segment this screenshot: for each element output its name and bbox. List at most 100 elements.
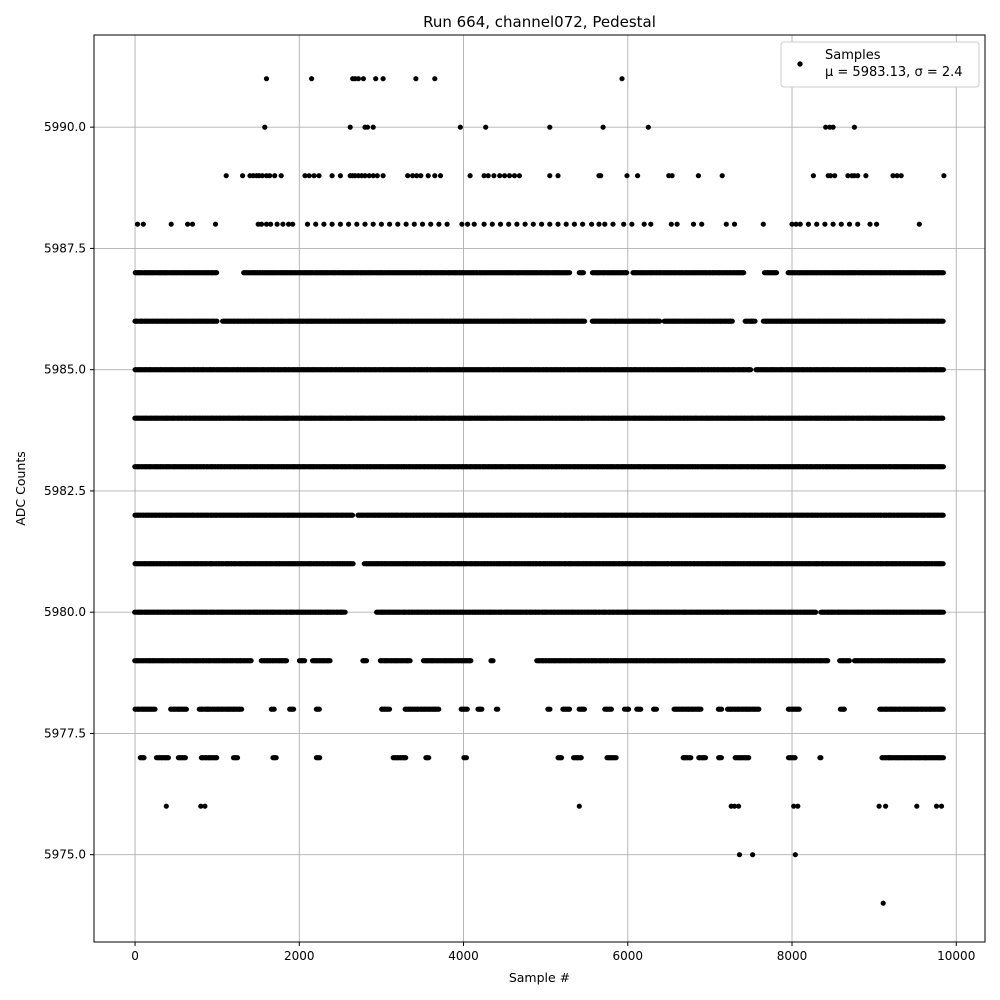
- data-point: [789, 221, 795, 227]
- data-point: [729, 318, 735, 324]
- data-point: [485, 173, 491, 179]
- data-point: [346, 221, 352, 227]
- data-point: [280, 221, 286, 227]
- data-point: [373, 76, 379, 82]
- data-point: [828, 173, 834, 179]
- data-point: [563, 221, 569, 227]
- data-point: [668, 221, 674, 227]
- data-point: [516, 173, 523, 179]
- data-point: [354, 221, 360, 227]
- data-point: [502, 173, 508, 179]
- data-point: [830, 124, 836, 130]
- data-point: [214, 318, 220, 324]
- data-point: [465, 221, 471, 227]
- data-point: [481, 221, 487, 227]
- data-point: [838, 221, 844, 227]
- data-point: [262, 124, 268, 130]
- data-point: [259, 173, 265, 179]
- data-point: [419, 221, 426, 227]
- data-point: [459, 221, 465, 227]
- data-point: [674, 221, 680, 227]
- data-point: [405, 173, 411, 179]
- data-point: [374, 173, 380, 179]
- data-point: [302, 173, 308, 179]
- data-point: [347, 124, 353, 130]
- data-point: [432, 76, 438, 82]
- data-point: [940, 270, 947, 276]
- data-point: [855, 173, 861, 179]
- data-point: [395, 221, 401, 227]
- data-point: [940, 464, 947, 470]
- data-point: [380, 76, 386, 82]
- data-point: [547, 124, 553, 130]
- data-point: [547, 173, 553, 179]
- data-point: [489, 221, 495, 227]
- data-point: [491, 173, 497, 179]
- data-point: [830, 221, 836, 227]
- data-point: [337, 173, 343, 179]
- data-point: [349, 512, 356, 518]
- data-point: [403, 221, 409, 227]
- data-point: [940, 367, 947, 373]
- data-point: [933, 803, 940, 809]
- data-point: [168, 221, 174, 227]
- data-point: [483, 124, 489, 130]
- data-point: [370, 173, 376, 179]
- data-point: [329, 173, 335, 179]
- data-point: [410, 173, 416, 179]
- scatter-points: [132, 76, 947, 906]
- data-point: [437, 173, 444, 179]
- data-point: [814, 221, 820, 227]
- data-point: [214, 270, 220, 276]
- data-point: [428, 221, 434, 227]
- data-point: [304, 221, 311, 227]
- data-point: [522, 221, 528, 227]
- data-point: [134, 221, 141, 227]
- data-point: [311, 173, 317, 179]
- data-point: [600, 124, 606, 130]
- data-point: [481, 173, 487, 179]
- data-point: [212, 221, 219, 227]
- data-point: [938, 803, 945, 809]
- data-point: [362, 173, 368, 179]
- data-point: [263, 221, 270, 227]
- data-point: [268, 221, 274, 227]
- data-point: [263, 76, 270, 82]
- data-point: [940, 415, 946, 421]
- data-point: [567, 270, 573, 276]
- data-point: [845, 173, 851, 179]
- data-point: [741, 270, 747, 276]
- data-point: [846, 221, 853, 227]
- data-point: [202, 803, 208, 809]
- data-point: [413, 76, 419, 82]
- data-point: [624, 173, 630, 179]
- data-point: [805, 221, 812, 227]
- data-point: [736, 852, 743, 858]
- data-point: [444, 221, 450, 227]
- data-point: [876, 803, 882, 809]
- data-point: [760, 221, 766, 227]
- data-point: [360, 76, 366, 82]
- data-point: [387, 221, 393, 227]
- data-point: [797, 221, 803, 227]
- data-point: [547, 221, 553, 227]
- data-point: [795, 803, 801, 809]
- data-point: [457, 124, 463, 130]
- data-point: [855, 221, 861, 227]
- data-point: [497, 173, 503, 179]
- data-point: [514, 221, 520, 227]
- data-point: [290, 221, 296, 227]
- data-point: [497, 221, 504, 227]
- data-point: [240, 173, 246, 179]
- data-point: [378, 221, 384, 227]
- data-point: [832, 173, 838, 179]
- data-point: [411, 221, 417, 227]
- data-point: [555, 173, 561, 179]
- data-point: [198, 803, 204, 809]
- data-point: [140, 221, 146, 227]
- data-point: [645, 124, 651, 130]
- data-point: [189, 221, 196, 227]
- data-point: [506, 221, 512, 227]
